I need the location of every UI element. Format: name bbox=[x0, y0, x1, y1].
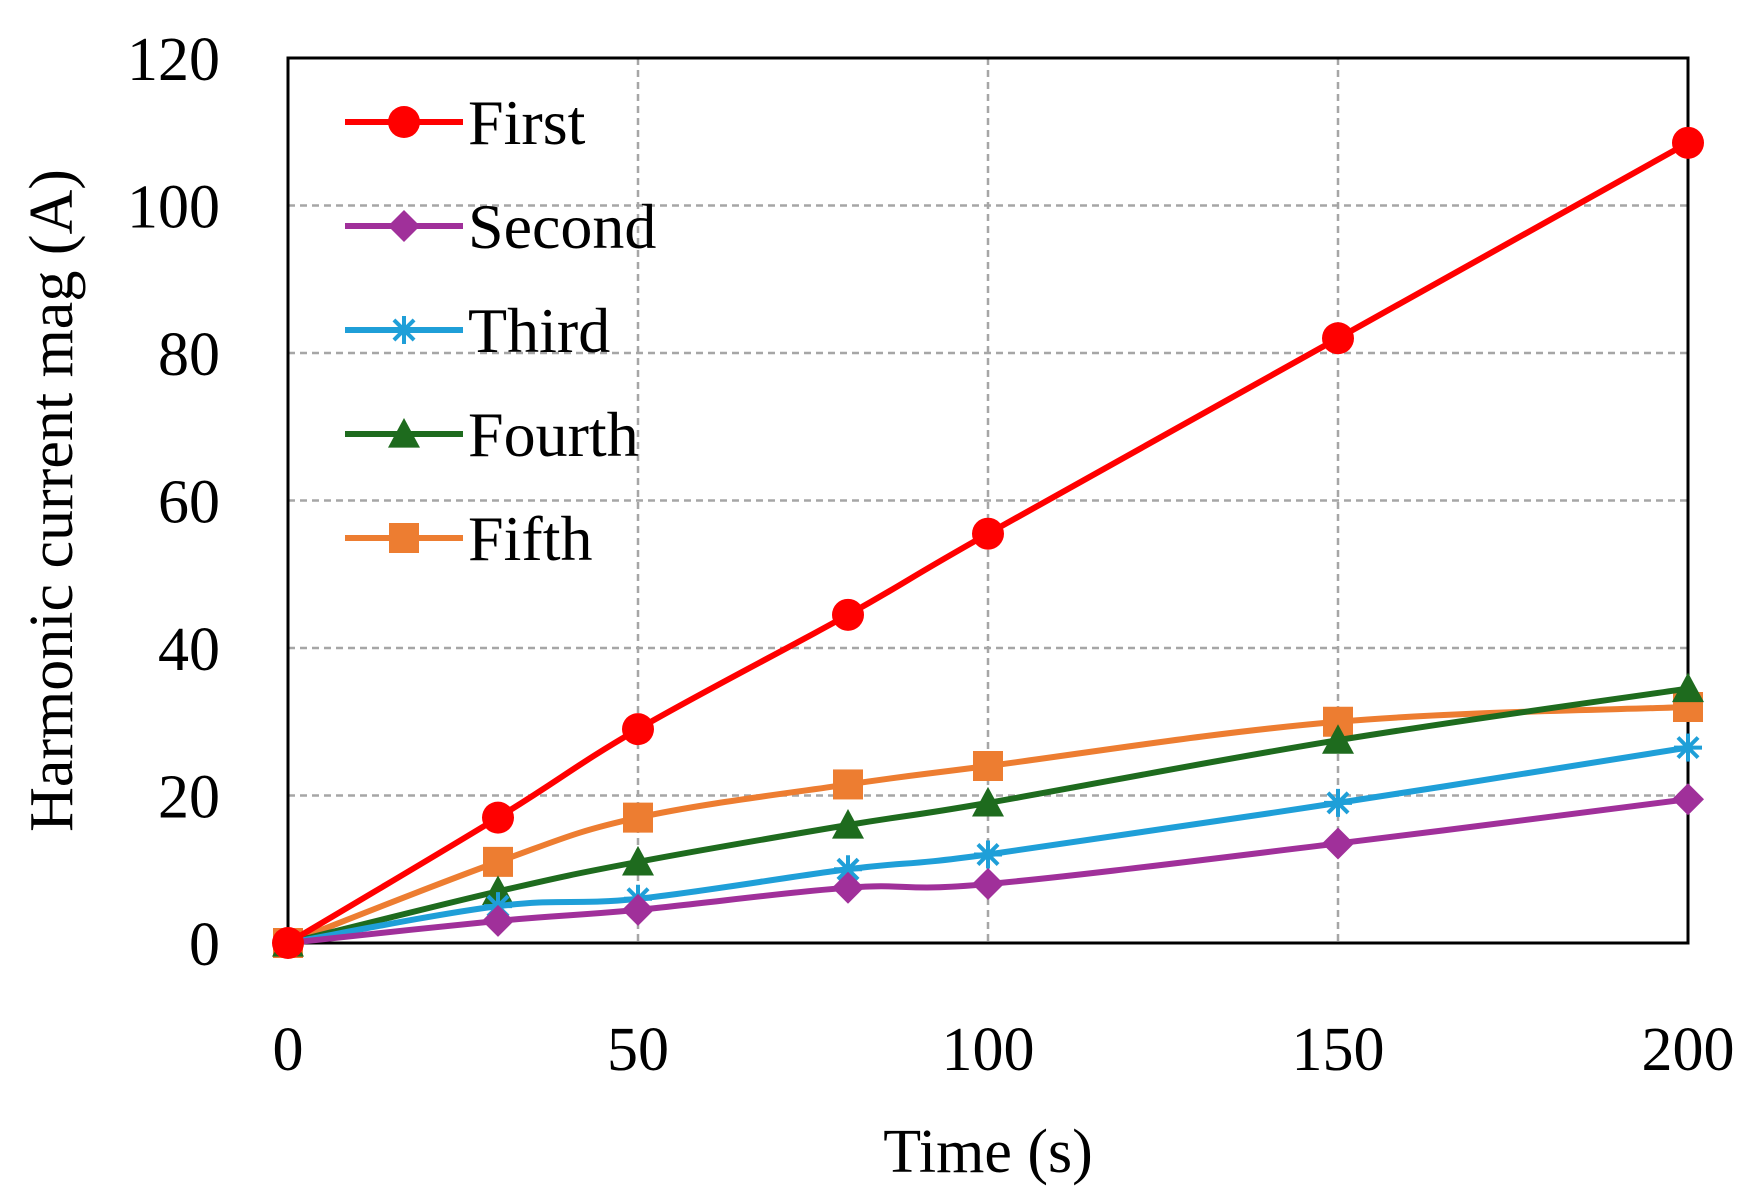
legend-marker-second bbox=[388, 210, 420, 242]
y-axis-title: Harmonic current mag (A) bbox=[18, 169, 86, 832]
data-point-second bbox=[1322, 827, 1354, 860]
data-point-second bbox=[832, 871, 864, 904]
x-tick-label: 0 bbox=[273, 1016, 304, 1084]
legend-item-first: First bbox=[345, 87, 586, 158]
data-point-fourth bbox=[1322, 724, 1354, 754]
data-point-third bbox=[1324, 788, 1352, 817]
series-first bbox=[272, 126, 1704, 959]
legend-label-first: First bbox=[468, 87, 586, 158]
data-point-fifth bbox=[483, 846, 513, 877]
series-layer bbox=[272, 126, 1704, 959]
x-tick-label: 100 bbox=[942, 1016, 1035, 1084]
y-tick-label: 100 bbox=[127, 174, 220, 242]
legend-label-third: Third bbox=[468, 295, 610, 366]
legend-label-fifth: Fifth bbox=[468, 503, 592, 574]
data-point-second bbox=[622, 893, 654, 926]
legend-label-second: Second bbox=[468, 191, 656, 262]
data-point-third bbox=[974, 840, 1002, 869]
data-point-first bbox=[972, 517, 1004, 550]
y-tick-label: 20 bbox=[158, 764, 220, 832]
x-tick-label: 200 bbox=[1642, 1016, 1735, 1084]
data-point-fifth bbox=[623, 802, 653, 833]
data-point-fourth bbox=[1672, 672, 1704, 703]
data-point-fourth bbox=[972, 786, 1004, 817]
data-point-first bbox=[272, 927, 304, 959]
legend-item-second: Second bbox=[345, 191, 656, 262]
y-tick-label: 60 bbox=[158, 469, 220, 537]
legend-item-third: Third bbox=[345, 295, 610, 366]
x-tick-label: 150 bbox=[1292, 1016, 1385, 1084]
data-point-first bbox=[622, 713, 654, 746]
y-tick-label: 0 bbox=[189, 911, 220, 979]
data-point-fourth bbox=[832, 809, 864, 839]
data-point-third bbox=[1674, 733, 1702, 762]
legend-marker-fourth bbox=[388, 418, 420, 448]
y-axis-ticks: 0 20 40 60 80 100 120 bbox=[127, 26, 220, 979]
y-tick-label: 80 bbox=[158, 321, 220, 389]
data-point-first bbox=[1322, 322, 1354, 355]
plot-frame bbox=[286, 56, 1690, 945]
x-tick-label: 50 bbox=[607, 1016, 669, 1084]
data-point-fifth bbox=[973, 751, 1003, 781]
legend-item-fourth: Fourth bbox=[345, 399, 639, 470]
x-axis-ticks: 0 50 100 150 200 bbox=[273, 1016, 1735, 1084]
legend-marker-third bbox=[390, 316, 418, 344]
legend: First Second Third Fourth Fifth bbox=[345, 87, 656, 574]
x-axis-title: Time (s) bbox=[883, 1118, 1093, 1186]
data-point-second bbox=[1672, 783, 1704, 816]
y-tick-label: 40 bbox=[158, 616, 220, 684]
y-tick-label: 120 bbox=[127, 26, 220, 94]
legend-item-fifth: Fifth bbox=[345, 503, 592, 574]
data-point-fourth bbox=[622, 845, 654, 876]
legend-label-fourth: Fourth bbox=[468, 399, 639, 470]
legend-marker-first bbox=[388, 106, 420, 138]
legend-marker-fifth bbox=[389, 523, 419, 553]
data-point-second bbox=[482, 904, 514, 937]
data-point-second bbox=[972, 868, 1004, 900]
data-point-first bbox=[1672, 126, 1704, 159]
data-point-first bbox=[482, 801, 514, 834]
data-point-first bbox=[832, 598, 864, 631]
data-point-fifth bbox=[833, 769, 863, 800]
